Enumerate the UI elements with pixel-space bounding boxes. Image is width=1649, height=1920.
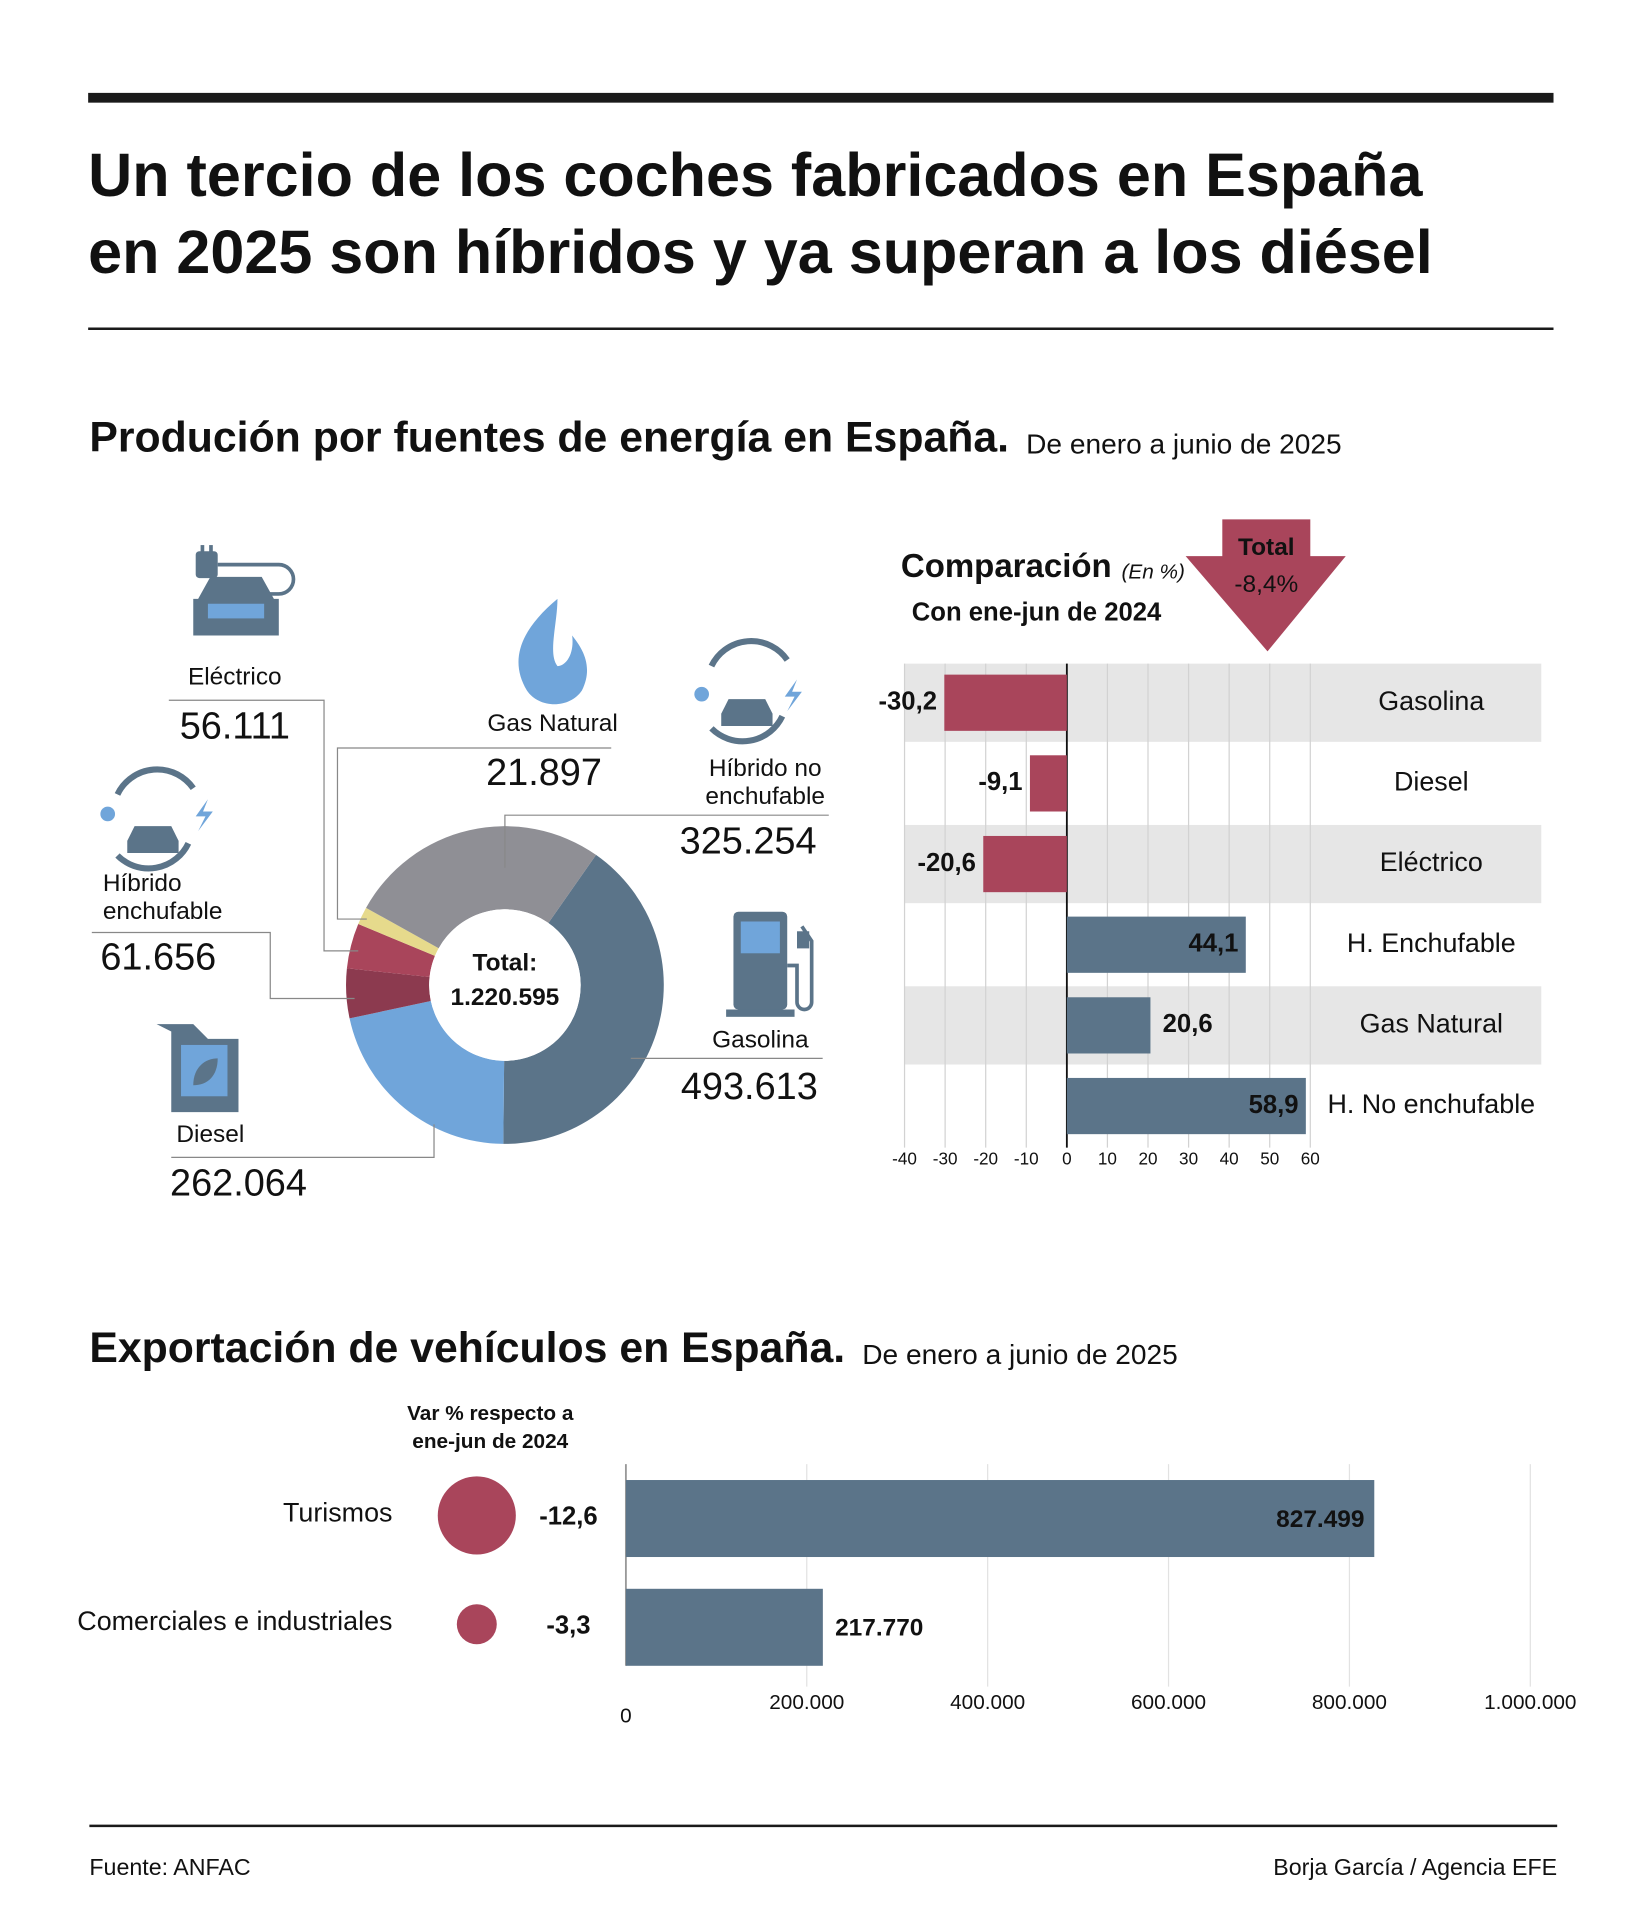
value-label: -30,2	[878, 688, 936, 716]
comparison-title: Comparación	[901, 547, 1112, 584]
category-label: Gas Natural	[487, 710, 617, 737]
x-tick-label: 60	[1301, 1149, 1320, 1168]
source: Fuente: ANFAC	[89, 1854, 250, 1880]
value-label: 493.613	[681, 1066, 818, 1108]
comparison-subtitle: Con ene-jun de 2024	[912, 598, 1162, 626]
value-label: 56.111	[180, 705, 290, 747]
x-tick-label: 10	[1098, 1149, 1117, 1168]
main-title-line: en 2025 son híbridos y ya superan a los …	[88, 218, 1433, 286]
leader-line	[91, 931, 355, 1000]
value-label: 20,6	[1163, 1010, 1213, 1038]
bar	[1066, 997, 1151, 1054]
category-label: Híbrido enchufable	[102, 870, 223, 926]
value-label: 217.770	[835, 1615, 923, 1642]
bar	[625, 1588, 823, 1666]
leader-line	[168, 699, 359, 952]
donut-total-title: Total:	[473, 950, 538, 977]
category-label: Eléctrico	[188, 664, 282, 691]
x-tick-label: 0	[1062, 1149, 1072, 1168]
x-tick-label: 50	[1260, 1149, 1279, 1168]
x-tick-label: 20	[1138, 1149, 1157, 1168]
category-label: Eléctrico	[1380, 847, 1483, 877]
value-label: -20,6	[917, 849, 975, 877]
category-label: Gasolina	[1378, 686, 1484, 716]
row-band	[904, 986, 1542, 1065]
x-tick-label: 800.000	[1312, 1691, 1387, 1714]
bar	[944, 674, 1067, 731]
x-tick-label: 30	[1179, 1149, 1198, 1168]
value-label: 61.656	[100, 936, 216, 978]
bar	[1066, 916, 1246, 973]
x-tick-label: -10	[1014, 1149, 1039, 1168]
category-label: Híbrido no enchufable	[705, 755, 826, 811]
change-label: -12,6	[539, 1503, 597, 1531]
x-tick-label: 0	[620, 1705, 632, 1728]
donut-slice	[503, 854, 664, 1144]
total-arrow	[1185, 519, 1346, 652]
category-label: H. Enchufable	[1347, 928, 1516, 958]
icon-hybrid	[694, 638, 802, 745]
section-title: Produción por fuentes de energía en Espa…	[89, 413, 1009, 461]
category-label: H. No enchufable	[1327, 1089, 1535, 1119]
leader-line	[336, 747, 612, 920]
leader-line	[504, 814, 829, 868]
bar	[625, 1480, 1375, 1558]
donut-slice	[358, 907, 439, 956]
category-label: Comerciales e industriales	[77, 1606, 392, 1636]
x-tick-label: -40	[892, 1149, 917, 1168]
donut-hole	[429, 909, 581, 1061]
x-tick-label: -30	[933, 1149, 958, 1168]
category-label: Gasolina	[712, 1027, 809, 1054]
leader-line	[171, 1124, 435, 1158]
bar	[1029, 755, 1067, 812]
icon-diesel	[156, 1024, 239, 1113]
donut-slice	[346, 968, 431, 1019]
total-value: -8,4%	[1234, 571, 1298, 598]
section-subtitle: De enero a junio de 2025	[1026, 429, 1342, 460]
donut-slice	[346, 923, 435, 978]
total-title: Total	[1238, 534, 1295, 561]
change-bubble	[456, 1604, 497, 1645]
icon-plugin-hybrid	[100, 766, 213, 872]
value-label: -9,1	[978, 768, 1022, 796]
category-label-box: Híbrido enchufable	[102, 870, 223, 926]
x-tick-label: 600.000	[1131, 1691, 1206, 1714]
x-tick-label: 40	[1220, 1149, 1239, 1168]
x-tick-label: 1.000.000	[1484, 1691, 1576, 1714]
category-label: Gas Natural	[1360, 1008, 1503, 1038]
main-title-line: Un tercio de los coches fabricados en Es…	[88, 141, 1423, 209]
change-title-box: Var % respecto a ene-jun de 2024	[407, 1401, 574, 1454]
x-tick-label: -20	[973, 1149, 998, 1168]
change-bubble	[437, 1476, 516, 1555]
comparison-unit: (En %)	[1121, 561, 1184, 584]
credit: Borja García / Agencia EFE	[1273, 1854, 1557, 1880]
change-label: -3,3	[546, 1611, 590, 1639]
category-label-box: Híbrido no enchufable	[705, 755, 826, 811]
icon-gas	[518, 598, 588, 705]
icon-fuel-pump	[726, 911, 814, 1017]
x-tick-label: 200.000	[769, 1691, 844, 1714]
x-tick-label: 400.000	[950, 1691, 1025, 1714]
category-label: Diesel	[176, 1121, 244, 1148]
donut-slice	[366, 826, 597, 949]
value-label: 44,1	[1189, 930, 1239, 958]
change-title: Var % respecto a ene-jun de 2024	[407, 1401, 574, 1454]
bar	[983, 835, 1067, 893]
donut-slice	[349, 1000, 505, 1144]
donut-total-value: 1.220.595	[451, 984, 560, 1011]
section-subtitle: De enero a junio de 2025	[862, 1339, 1178, 1370]
icon-electric	[193, 545, 296, 636]
top-rule	[88, 92, 1554, 103]
value-label: 827.499	[1276, 1506, 1364, 1533]
value-label: 262.064	[170, 1162, 307, 1204]
category-label: Turismos	[283, 1497, 393, 1527]
value-label: 21.897	[486, 752, 602, 794]
section-title: Exportación de vehículos en España.	[89, 1324, 845, 1372]
category-label: Diesel	[1394, 766, 1469, 796]
bar	[1066, 1077, 1306, 1135]
value-label: 58,9	[1249, 1091, 1299, 1119]
value-label: 325.254	[680, 820, 817, 862]
